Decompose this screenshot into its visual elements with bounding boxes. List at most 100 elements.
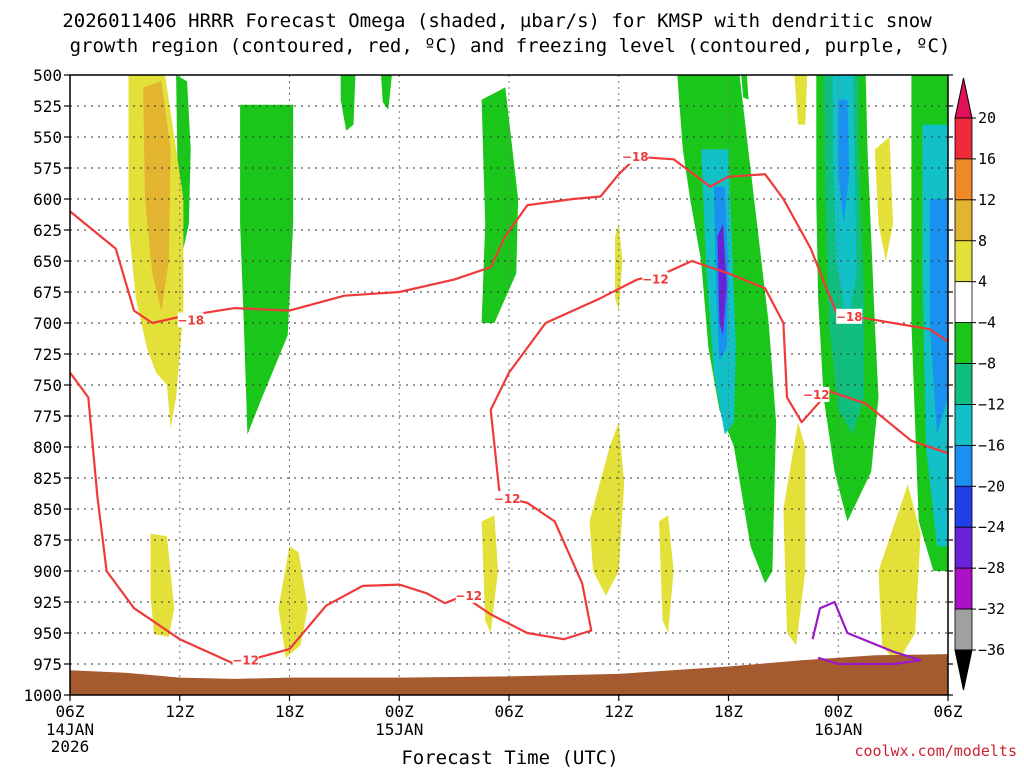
omega-region-purple-17z-core: [717, 223, 727, 336]
y-tick-label: 900: [33, 562, 62, 581]
colorbar-swatch: [954, 444, 973, 487]
y-tick-label: 725: [33, 345, 62, 364]
omega-region-yellow-22z-top: [794, 75, 808, 125]
chart-title-line2: growth region (contoured, red, ºC) and f…: [70, 35, 951, 57]
x-date-label: 15JAN: [375, 720, 423, 739]
colorbar-label: −24: [978, 518, 1005, 536]
x-tick-label: 06Z: [934, 702, 963, 721]
colorbar-swatch: [954, 281, 973, 324]
omega-region-green-17z: [240, 104, 294, 435]
terrain-fill: [70, 654, 948, 695]
colorbar-label: −20: [978, 477, 1005, 495]
terrain-ground: [70, 654, 948, 695]
colorbar-label: 4: [978, 273, 987, 291]
contour-label: −18: [622, 150, 649, 164]
x-tick-label: 00Z: [385, 702, 414, 721]
y-tick-label: 650: [33, 252, 62, 271]
y-tick-label: 500: [33, 66, 62, 85]
y-axis-ticks: 500 525 550 575 600 625 650 675 700 725 750 775 800 8…: [23, 66, 953, 705]
contour-label-bg: [622, 148, 649, 164]
y-tick-label: 850: [33, 500, 62, 519]
x-tick-label: 06Z: [56, 702, 85, 721]
x-year-label: 2026: [51, 737, 90, 756]
colorbar-top-arrow: [954, 77, 973, 119]
omega-region-blue-05z: [929, 199, 948, 435]
x-axis-title: Forecast Time (UTC): [401, 747, 618, 768]
colorbar-bottom-arrow: [954, 649, 973, 691]
contour-label-bg: [455, 587, 482, 603]
contour-label-bg: [836, 308, 863, 324]
y-tick-label: 1000: [23, 686, 62, 705]
contour-label: −18: [836, 310, 863, 324]
contour-label-bg: [494, 491, 521, 507]
colorbar-label: −4: [978, 314, 996, 332]
contour-dgz-upper: [69, 155, 949, 343]
x-tick-label: 18Z: [714, 702, 743, 721]
x-tick-label: 18Z: [275, 702, 304, 721]
omega-region-green-22z-top: [381, 75, 392, 110]
contour-freezing-level: [811, 600, 922, 666]
y-tick-label: 825: [33, 469, 62, 488]
contour-label-bg: [232, 652, 259, 668]
y-tick-label: 550: [33, 128, 62, 147]
contour-label-bg: [642, 271, 669, 287]
colorbar-label: 20: [978, 109, 996, 127]
contour-label: −12: [642, 273, 669, 287]
colorbar-swatch: [954, 158, 973, 201]
x-tick-label: 12Z: [604, 702, 633, 721]
contour-label: −12: [494, 492, 521, 506]
x-tick-label: 06Z: [495, 702, 524, 721]
colorbar-swatch: [954, 567, 973, 610]
colorbar-swatch: [954, 117, 973, 160]
colorbar-label: −32: [978, 600, 1005, 618]
y-tick-label: 525: [33, 97, 62, 116]
y-tick-label: 575: [33, 159, 62, 178]
x-date-label: 14JAN: [46, 720, 94, 739]
y-tick-label: 750: [33, 376, 62, 395]
omega-shading: [128, 75, 948, 664]
colorbar-label: 12: [978, 191, 996, 209]
omega-region-yellow-11z-low: [150, 533, 175, 637]
colorbar-swatch: [954, 485, 973, 528]
y-tick-label: 625: [33, 221, 62, 240]
colorbar-swatch: [954, 608, 973, 651]
colorbar-swatch: [954, 526, 973, 569]
y-tick-label: 800: [33, 438, 62, 457]
omega-region-yellow-18z-low: [278, 546, 308, 658]
contour-lines: [69, 155, 949, 666]
colorbar-swatch: [954, 322, 973, 364]
omega-region-blue-00z: [838, 99, 850, 224]
x-tick-label: 00Z: [824, 702, 853, 721]
colorbar-label: −16: [978, 436, 1005, 454]
contour-label: −12: [455, 589, 482, 603]
contour-label: −12: [232, 653, 259, 667]
omega-region-yellow-10z: [589, 422, 625, 596]
omega-region-green-04z: [481, 87, 519, 324]
contour-label-bg: [803, 386, 830, 402]
y-tick-label: 600: [33, 190, 62, 209]
omega-region-yellow-23z: [783, 422, 806, 646]
y-tick-label: 700: [33, 314, 62, 333]
omega-region-yellow-03z-low: [481, 515, 498, 633]
y-tick-label: 775: [33, 407, 62, 426]
omega-region-yellow-15z-low: [659, 515, 674, 633]
colorbar-label: −12: [978, 395, 1005, 413]
y-tick-label: 950: [33, 624, 62, 643]
x-date-label: 16JAN: [814, 720, 862, 739]
colorbar-swatch: [954, 404, 973, 446]
colorbar-swatch: [954, 199, 973, 242]
colorbar-swatch: [954, 363, 973, 405]
x-tick-label: 12Z: [165, 702, 194, 721]
y-tick-label: 675: [33, 283, 62, 302]
omega-region-green-21z-col: [741, 75, 749, 100]
contour-label: −12: [803, 388, 830, 402]
y-tick-label: 925: [33, 593, 62, 612]
colorbar-label: −36: [978, 641, 1005, 659]
credit-text[interactable]: coolwx.com/modelts: [854, 742, 1017, 760]
y-tick-label: 975: [33, 655, 62, 674]
colorbar-label: −28: [978, 559, 1005, 577]
contour-label-bg: [177, 312, 204, 328]
omega-region-orange-11z-core: [143, 81, 171, 311]
